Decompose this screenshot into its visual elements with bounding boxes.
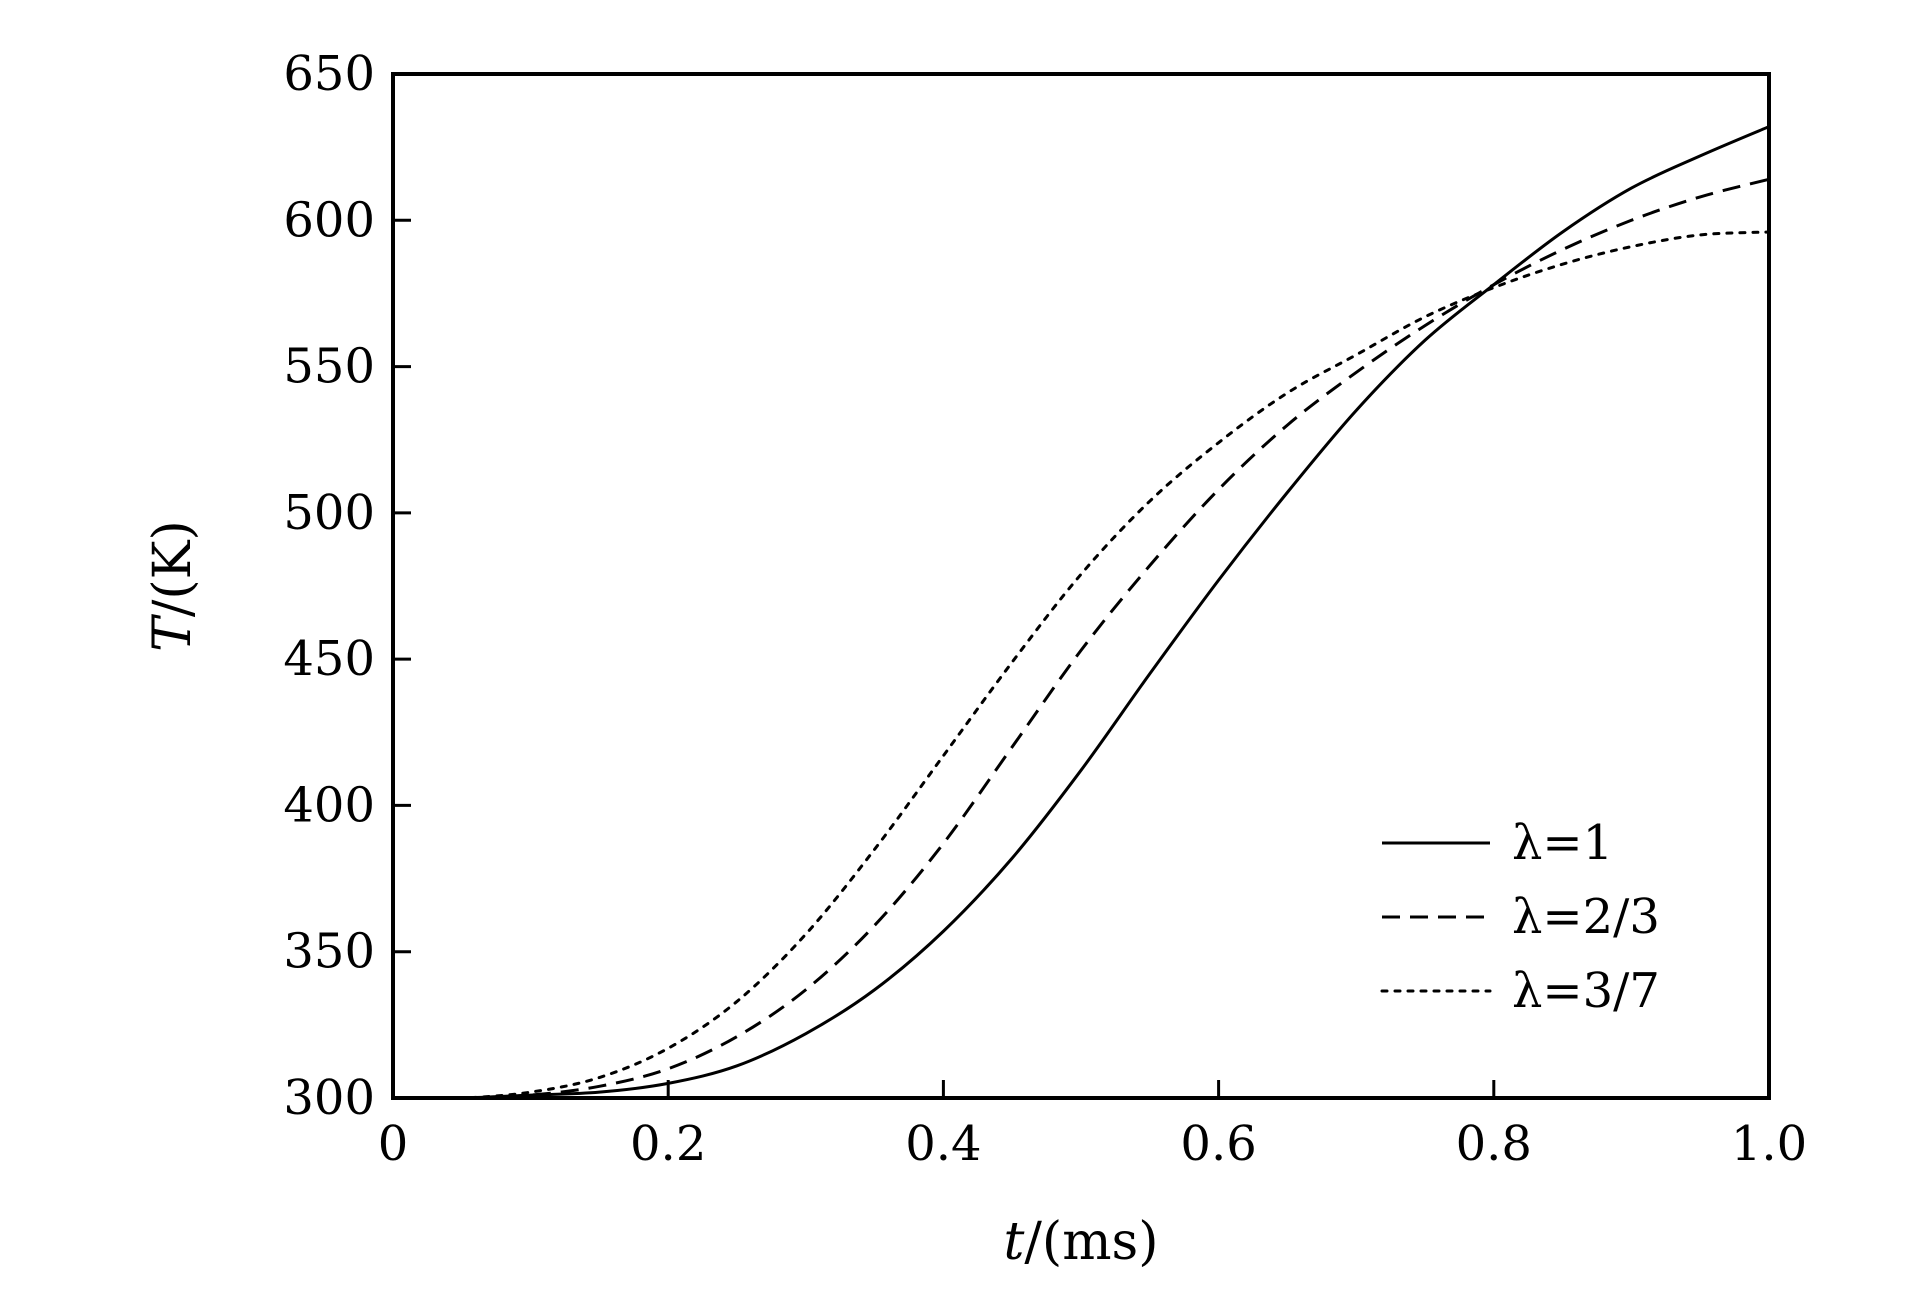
y-tick-label: 500 [283, 485, 375, 541]
legend-label-3: λ=3/7 [1512, 963, 1660, 1019]
x-tick-label: 0.8 [1456, 1116, 1532, 1172]
x-axis-label: t/(ms) [1004, 1212, 1159, 1272]
y-tick-label: 350 [283, 924, 375, 980]
y-axis-tick-labels: 300 350 400 450 500 550 600 650 [283, 46, 375, 1126]
plot-frame [391, 72, 1771, 1100]
x-tick-label: 0.4 [905, 1116, 981, 1172]
y-tick-label: 300 [283, 1070, 375, 1126]
y-axis-label-unit: /(K) [143, 520, 203, 617]
legend: λ=1 λ=2/3 λ=3/7 [1380, 815, 1660, 1019]
legend-label-1: λ=1 [1512, 815, 1613, 871]
series-line-2 [392, 177, 1770, 1100]
x-tick-label: 0.6 [1180, 1116, 1256, 1172]
y-axis-label-symbol: T [143, 614, 203, 652]
x-axis-tick-labels: 0 0.2 0.4 0.6 0.8 1.0 [378, 1116, 1807, 1172]
y-tick-label: 600 [283, 192, 375, 248]
y-tick-label: 650 [283, 46, 375, 102]
y-axis-label: T/(K) [143, 520, 203, 652]
x-tick-label: 0.2 [630, 1116, 706, 1172]
x-tick-label: 1.0 [1731, 1116, 1807, 1172]
y-tick-label: 400 [283, 777, 375, 833]
series-line-3 [391, 230, 1771, 1100]
y-tick-label: 450 [283, 631, 375, 687]
plot-area [391, 72, 1771, 1100]
x-axis-label-unit: /(ms) [1024, 1212, 1158, 1272]
x-axis-label-symbol: t [1004, 1212, 1025, 1272]
y-tick-label: 550 [283, 339, 375, 395]
x-tick-label: 0 [378, 1116, 409, 1172]
series-layer [391, 125, 1771, 1100]
series-line-1 [392, 125, 1770, 1100]
legend-label-2: λ=2/3 [1512, 889, 1660, 945]
